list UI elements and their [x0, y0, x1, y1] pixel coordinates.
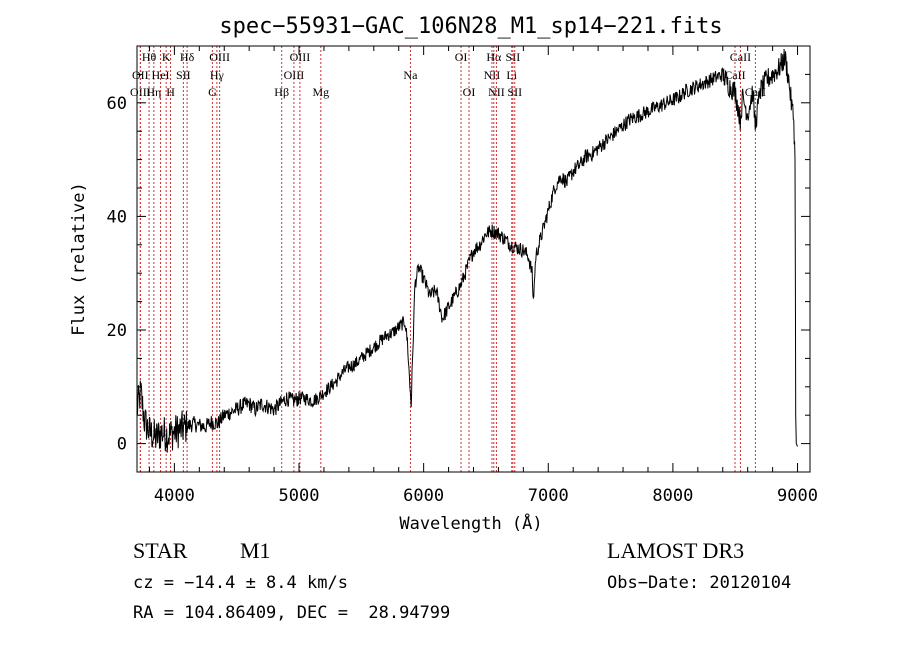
y-tick-label-1: 20	[107, 321, 127, 341]
x-tick-label-1: 5000	[279, 486, 320, 506]
y-tick-label-2: 40	[107, 207, 127, 227]
survey-name: LAMOST DR3	[607, 538, 745, 563]
ra-dec: RA = 104.86409, DEC = 28.94799	[133, 603, 451, 623]
marker-label-20: Hα	[486, 50, 502, 64]
y-tick-label-3: 60	[107, 94, 127, 114]
marker-label-8: Hδ	[180, 50, 195, 64]
redshift-cz: cz = −14.4 ± 8.4 km/s	[133, 573, 348, 593]
marker-label-11: OIII	[209, 50, 230, 64]
marker-label-23: SII	[506, 50, 521, 64]
marker-label-26: CaII	[730, 50, 751, 64]
obs-date: Obs−Date: 20120104	[607, 573, 792, 593]
marker-label-24: SII	[507, 85, 522, 99]
object-class: STAR	[133, 538, 188, 563]
marker-label-14: OIII	[290, 50, 311, 64]
marker-label-19: NII	[484, 68, 501, 82]
marker-label-12: Hβ	[274, 85, 289, 99]
object-subclass: M1	[240, 538, 271, 563]
axis-ticks: 4000 5000 6000 7000 8000 9000 0 20 40 60	[107, 45, 818, 506]
marker-label-4: HeI	[152, 68, 170, 82]
marker-label-3: Hη	[146, 85, 161, 99]
marker-label-9: G	[208, 85, 217, 99]
x-tick-label-5: 9000	[777, 486, 818, 506]
y-tick-label-0: 0	[117, 435, 127, 455]
x-tick-label-3: 7000	[528, 486, 569, 506]
marker-label-17: OI	[455, 50, 468, 64]
x-tick-label-4: 8000	[652, 486, 693, 506]
line-markers: HθOIIOIIIHηHeIKHSIIHδGHγOIIIHβOIIIOIIIMg…	[130, 46, 766, 472]
spectrum-line	[136, 48, 798, 453]
y-axis-label: Flux (relative)	[69, 182, 89, 336]
marker-label-21: NII	[488, 85, 505, 99]
marker-label-10: Hγ	[210, 68, 225, 82]
marker-label-18: OI	[463, 85, 476, 99]
marker-label-15: Mg	[312, 85, 329, 99]
marker-label-6: H	[166, 85, 175, 99]
x-axis-label: Wavelength (Å)	[399, 512, 542, 534]
marker-label-13: OIII	[284, 68, 305, 82]
marker-label-2: OIII	[130, 85, 151, 99]
marker-label-16: Na	[403, 68, 418, 82]
marker-label-7: SII	[176, 68, 191, 82]
marker-label-0: Hθ	[142, 50, 157, 64]
spectrum-series	[136, 48, 798, 453]
chart-title: spec−55931−GAC_106N28_M1_sp14−221.fits	[219, 14, 722, 39]
marker-label-22: Li	[506, 68, 517, 82]
x-tick-label-0: 4000	[154, 486, 195, 506]
marker-label-5: K	[162, 50, 171, 64]
x-tick-label-2: 6000	[403, 486, 444, 506]
